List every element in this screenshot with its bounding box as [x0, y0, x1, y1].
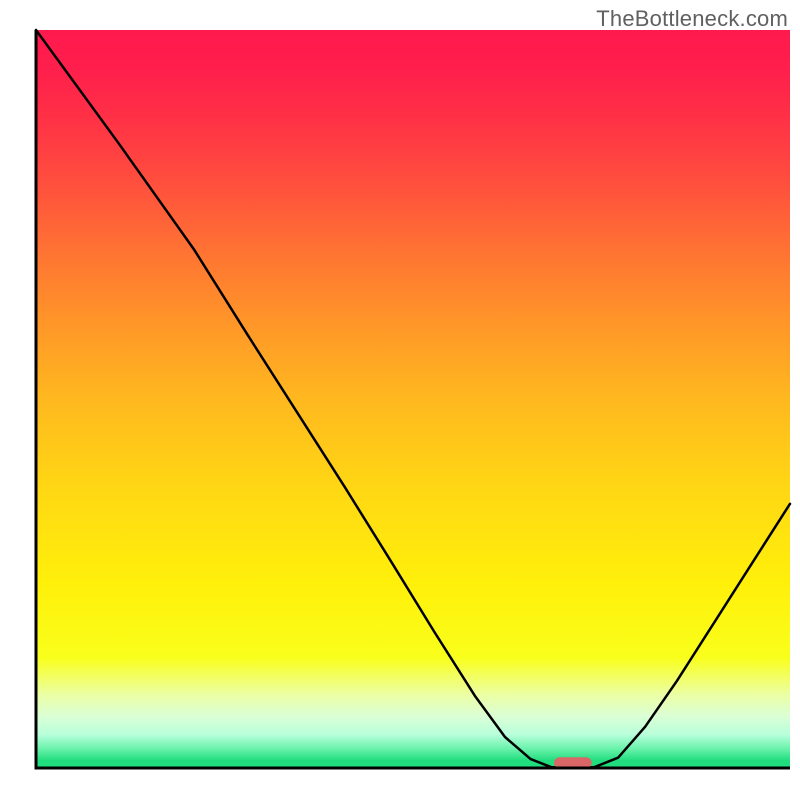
- chart-svg: [0, 0, 800, 800]
- bottleneck-chart: [0, 0, 800, 800]
- watermark-text: TheBottleneck.com: [596, 6, 788, 32]
- chart-background: [36, 30, 790, 768]
